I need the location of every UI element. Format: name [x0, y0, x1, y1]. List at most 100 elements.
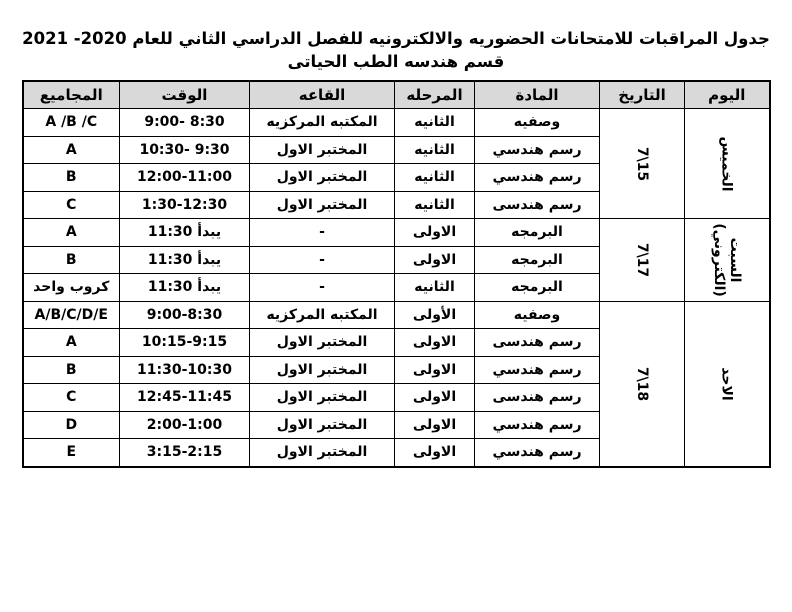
subject-cell: رسم هندسي [474, 410, 600, 439]
groups-cell: D [22, 410, 120, 439]
date-cell: 7\15 [599, 108, 685, 219]
stage-cell: الاولى [394, 245, 475, 274]
date-cell: 7\18 [599, 300, 685, 467]
table-row: البرمجه الاولى -11:30 يبدأ B [22, 245, 770, 274]
time-cell: 3:15-2:15 [119, 438, 250, 467]
header-subject: المادة [474, 80, 600, 109]
hall-cell: المختبر الاول [249, 135, 395, 164]
day-cell: السبت (الكتروني) [684, 218, 770, 302]
hall-cell: المكتبه المركزيه [249, 108, 395, 137]
groups-cell: B [22, 163, 120, 192]
day-rotated-text: السبت (الكتروني) [710, 222, 743, 297]
table-row: السبت (الكتروني) 7\17 البرمجه الاولى -11:30 ي… [22, 218, 770, 302]
day-rotated-text: الخميس [718, 135, 735, 192]
groups-cell: C [22, 190, 120, 219]
header-groups: المجاميع [22, 80, 120, 109]
header-hall: القاعه [249, 80, 395, 109]
hall-cell: المختبر الاول [249, 438, 395, 467]
time-cell: 2:00-1:00 [119, 410, 250, 439]
day-rotated-text: الاحد [718, 366, 735, 401]
stage-cell: الثانيه [394, 135, 475, 164]
stage-cell: الثانيه [394, 108, 475, 137]
stage-cell: الثانيه [394, 163, 475, 192]
header-day: اليوم [684, 80, 770, 109]
date-rotated-text: 7\18 [634, 366, 650, 401]
stage-cell: الثانيه [394, 273, 475, 302]
subject-cell: وصفيه [474, 108, 600, 137]
subject-cell: رسم هندسي [474, 355, 600, 384]
groups-cell: A /B /C [22, 108, 120, 137]
day-cell: الخميس [684, 108, 770, 219]
groups-cell: E [22, 438, 120, 467]
hall-cell: المختبر الاول [249, 190, 395, 219]
date-rotated-text: 7\15 [634, 146, 650, 181]
time-cell: 11:30-10:30 [119, 355, 250, 384]
groups-cell: B [22, 245, 120, 274]
header-stage: المرحله [394, 80, 475, 109]
title-line-1: جدول المراقبات للامتحانات الحضوريه والال… [22, 29, 770, 48]
document-title: جدول المراقبات للامتحانات الحضوريه والال… [0, 0, 792, 73]
groups-cell: كروب واحد [22, 273, 120, 302]
subject-cell: رسم هندسي [474, 438, 600, 467]
groups-cell: B [22, 355, 120, 384]
title-line-2: قسم هندسه الطب الحياتى [287, 52, 505, 71]
table-row: رسم هندسى الثانيه المختبر الاول 1:30-12:30 C [22, 190, 770, 219]
subject-cell: البرمجه [474, 218, 600, 247]
table-row: رسم هندسي الاولى المختبر الاول 2:00-1:00 D [22, 410, 770, 439]
header-date: التاريخ [599, 80, 685, 109]
stage-cell: الاولى [394, 438, 475, 467]
stage-cell: الاولى [394, 355, 475, 384]
table-row: رسم هندسى الاولى المختبر الاول 12:45-11:45 C [22, 383, 770, 412]
subject-cell: البرمجه [474, 245, 600, 274]
hall-cell: المختبر الاول [249, 355, 395, 384]
stage-cell: الثانيه [394, 190, 475, 219]
stage-cell: الأولى [394, 300, 475, 329]
schedule-table-body: الخميس 7\15 وصفيه الثانيه المكتبه المركزيه 9:… [22, 108, 770, 467]
groups-cell: A [22, 135, 120, 164]
subject-cell: رسم هندسى [474, 190, 600, 219]
table-row: الاحد 7\18 وصفيه الأولى المكتبه المركزيه 9:00… [22, 300, 770, 467]
groups-cell: A [22, 328, 120, 357]
time-cell: 1:30-12:30 [119, 190, 250, 219]
table-row: رسم هندسي الاولى المختبر الاول 3:15-2:15 E [22, 438, 770, 467]
date-cell: 7\17 [599, 218, 685, 302]
hall-cell: المختبر الاول [249, 163, 395, 192]
hall-cell: المختبر الاول [249, 328, 395, 357]
subject-cell: البرمجه [474, 273, 600, 302]
exam-schedule-table: اليوم التاريخ المادة المرحله القاعه الوق… [21, 80, 771, 468]
time-cell: 12:00-11:00 [119, 163, 250, 192]
stage-cell: الاولى [394, 328, 475, 357]
subject-cell: رسم هندسى [474, 383, 600, 412]
time-cell: 10:15-9:15 [119, 328, 250, 357]
stage-cell: الاولى [394, 383, 475, 412]
subject-cell: رسم هندسي [474, 163, 600, 192]
table-row: الخميس 7\15 وصفيه الثانيه المكتبه المركزيه 9:… [22, 108, 770, 219]
time-cell: 11:30 يبدأ [119, 218, 250, 247]
table-row: رسم هندسي الاولى المختبر الاول 11:30-10:30 B [22, 355, 770, 384]
table-row: رسم هندسى الاولى المختبر الاول 10:15-9:15 A [22, 328, 770, 357]
stage-cell: الاولى [394, 218, 475, 247]
groups-cell: A [22, 218, 120, 247]
hall-cell: المختبر الاول [249, 410, 395, 439]
hall-cell: - [249, 218, 395, 247]
header-time: الوقت [119, 80, 250, 109]
subject-cell: رسم هندسي [474, 135, 600, 164]
hall-cell: المكتبه المركزيه [249, 300, 395, 329]
time-cell: 10:30- 9:30 [119, 135, 250, 164]
table-row: رسم هندسي الثانيه المختبر الاول 10:30- 9:30… [22, 135, 770, 164]
hall-cell: المختبر الاول [249, 383, 395, 412]
table-row: رسم هندسي الثانيه المختبر الاول 12:00-11:00… [22, 163, 770, 192]
header-row: اليوم التاريخ المادة المرحله القاعه الوق… [22, 80, 770, 109]
day-cell: الاحد [684, 300, 770, 467]
subject-cell: رسم هندسى [474, 328, 600, 357]
time-cell: 11:30 يبدأ [119, 273, 250, 302]
time-cell: 9:00-8:30 [119, 300, 250, 329]
table-row: البرمجه الثانيه -11:30 يبدأ كروب واحد [22, 273, 770, 302]
hall-cell: - [249, 273, 395, 302]
stage-cell: الاولى [394, 410, 475, 439]
groups-cell: C [22, 383, 120, 412]
groups-cell: A/B/C/D/E [22, 300, 120, 329]
time-cell: 12:45-11:45 [119, 383, 250, 412]
time-cell: 11:30 يبدأ [119, 245, 250, 274]
